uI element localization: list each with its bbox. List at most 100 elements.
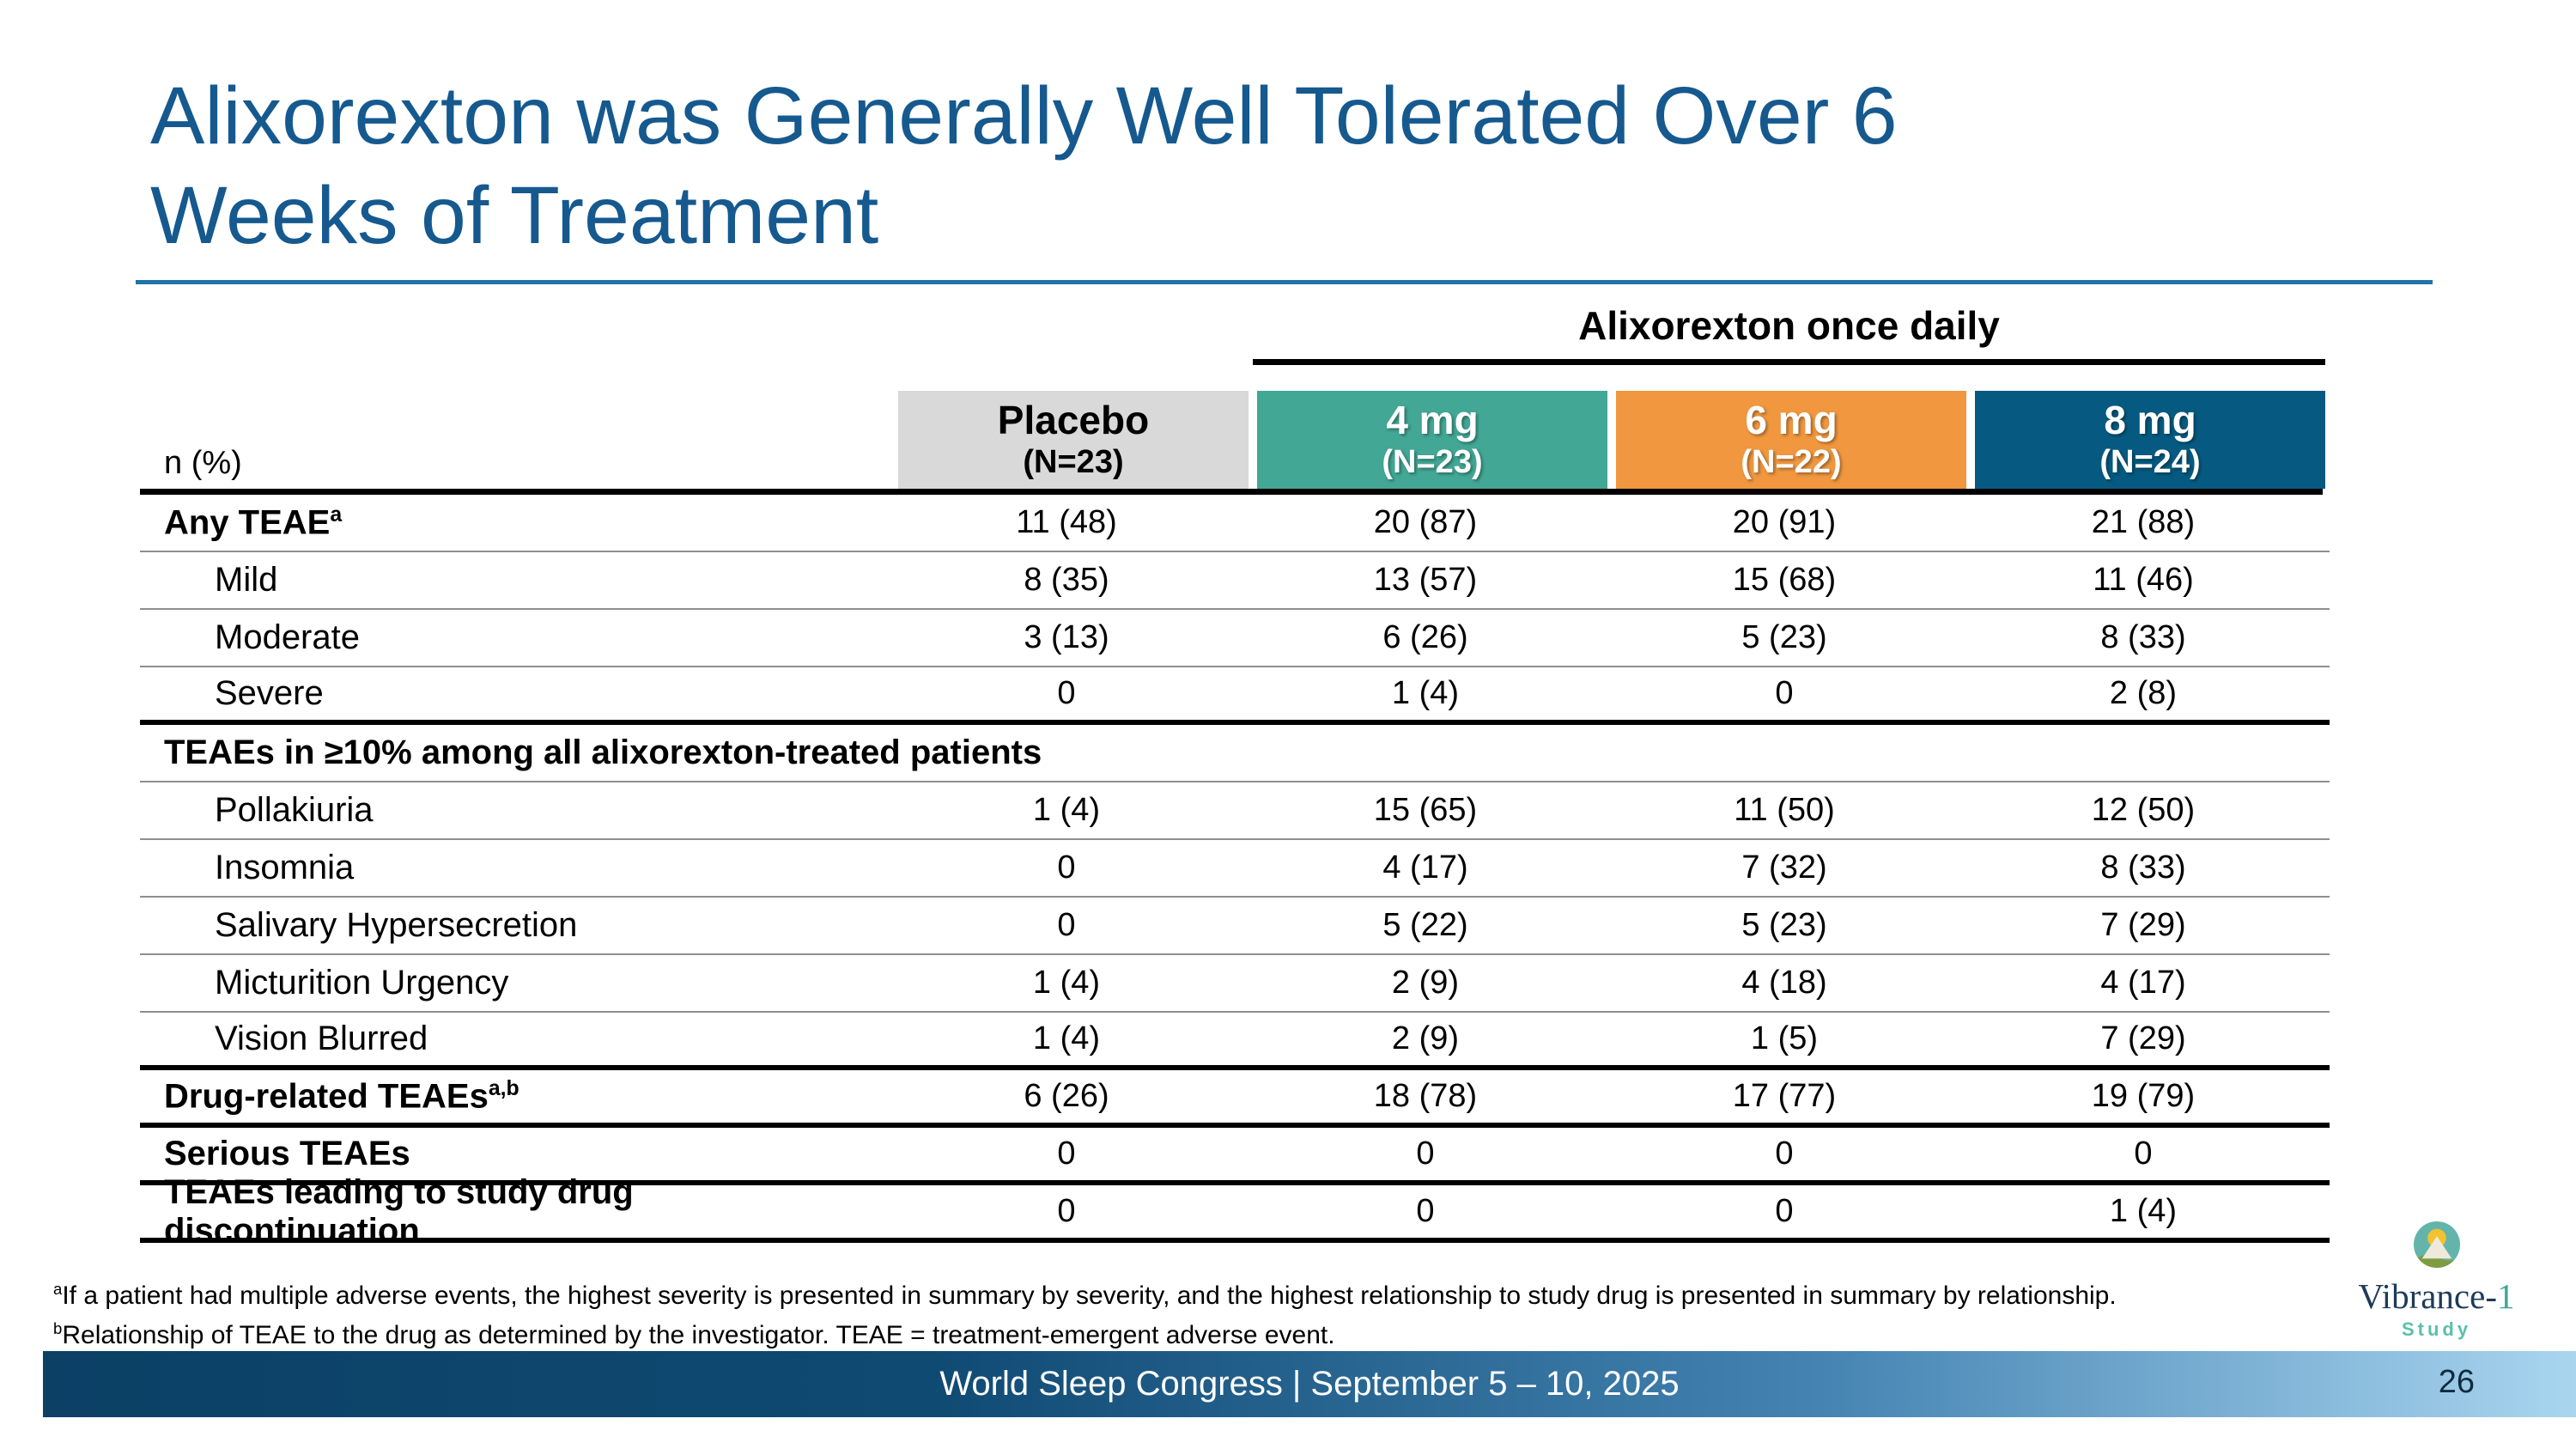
header-divider [140, 489, 2323, 495]
table-group-header: Alixorexton once daily [1578, 303, 2000, 348]
mountain-sun-icon [2413, 1221, 2460, 1268]
row-label: Severe [215, 674, 324, 712]
cell-placebo: 1 (4) [1032, 965, 1101, 1001]
page-number: 26 [2438, 1364, 2475, 1400]
column-header-label: 6 mg [1745, 397, 1838, 442]
column-header-8mg: 8 mg (N=24) [1975, 391, 2325, 489]
cell-4mg: 4 (17) [1382, 849, 1468, 886]
row-label: Insomnia [215, 849, 355, 886]
row-label: Drug-related TEAEsa,b [164, 1076, 519, 1116]
cell-4mg: 0 [1416, 1135, 1435, 1172]
row-label: Salivary Hypersecretion [215, 906, 578, 944]
footnote-b: bRelationship of TEAE to the drug as det… [53, 1319, 1335, 1349]
table-row: Vision Blurred 1 (4) 2 (9) 1 (5) 7 (29) [140, 1013, 2330, 1070]
row-label: Moderate [215, 618, 360, 656]
cell-6mg: 11 (50) [1734, 792, 1835, 828]
column-header-4mg: 4 mg (N=23) [1257, 391, 1607, 489]
table-row: Severe 0 1 (4) 0 2 (8) [140, 667, 2330, 725]
footnotes: aIf a patient had multiple adverse event… [53, 1273, 2117, 1352]
row-label: TEAEs leading to study drug discontinuat… [164, 1172, 634, 1250]
cell-placebo: 8 (35) [1024, 562, 1109, 598]
column-header-placebo: Placebo (N=23) [898, 391, 1249, 489]
cell-8mg: 8 (33) [2100, 619, 2186, 655]
cell-8mg: 1 (4) [2109, 1193, 2178, 1229]
cell-4mg: 20 (87) [1373, 504, 1478, 540]
row-label: Serious TEAEs [164, 1135, 410, 1172]
column-header-n: (N=23) [1382, 443, 1483, 480]
cell-8mg: 19 (79) [2091, 1078, 2196, 1114]
cell-placebo: 0 [1057, 907, 1076, 943]
vibrance-study-logo: Vibrance-1 Study [2353, 1221, 2520, 1341]
row-label: Vision Blurred [215, 1020, 428, 1057]
table-row: Serious TEAEs 0 0 0 0 [140, 1128, 2330, 1185]
section-label: TEAEs in ≥10% among all alixorexton-trea… [164, 734, 1042, 771]
cell-placebo: 0 [1057, 675, 1076, 711]
table-row: Pollakiuria 1 (4) 15 (65) 11 (50) 12 (50… [140, 782, 2330, 840]
cell-6mg: 15 (68) [1732, 562, 1837, 598]
column-header-label: Placebo [997, 397, 1150, 442]
table-row: Any TEAEa 11 (48) 20 (87) 20 (91) 21 (88… [140, 495, 2330, 552]
row-label: Any TEAEa [164, 502, 343, 542]
cell-8mg: 11 (46) [2093, 562, 2194, 598]
cell-4mg: 18 (78) [1373, 1078, 1478, 1114]
group-header-bracket [1253, 359, 2325, 365]
column-header-n: (N=22) [1741, 443, 1842, 480]
cell-4mg: 2 (9) [1391, 1020, 1460, 1056]
table-row: Drug-related TEAEsa,b 6 (26) 18 (78) 17 … [140, 1070, 2330, 1128]
column-header-label: 4 mg [1386, 397, 1479, 442]
footer-bar: World Sleep Congress | September 5 – 10,… [43, 1351, 2576, 1417]
cell-6mg: 0 [1775, 1135, 1794, 1172]
table-row: Salivary Hypersecretion 0 5 (22) 5 (23) … [140, 898, 2330, 955]
cell-placebo: 1 (4) [1032, 792, 1101, 828]
cell-placebo: 0 [1057, 1135, 1076, 1172]
row-label: Pollakiuria [215, 791, 374, 829]
column-header-label: 8 mg [2104, 397, 2196, 442]
cell-8mg: 2 (8) [2109, 675, 2178, 711]
row-label-header: n (%) [164, 445, 242, 481]
cell-6mg: 5 (23) [1741, 907, 1827, 943]
teae-table: Any TEAEa 11 (48) 20 (87) 20 (91) 21 (88… [140, 495, 2330, 1250]
cell-8mg: 12 (50) [2091, 792, 2196, 828]
footer-text: World Sleep Congress | September 5 – 10,… [939, 1365, 1680, 1403]
cell-8mg: 4 (17) [2100, 965, 2186, 1001]
cell-4mg: 2 (9) [1391, 965, 1460, 1001]
column-header-n: (N=23) [1023, 443, 1124, 480]
page-title: Alixorexton was Generally Well Tolerated… [150, 70, 1898, 261]
cell-8mg: 21 (88) [2091, 504, 2196, 540]
cell-6mg: 5 (23) [1741, 619, 1827, 655]
column-header-n: (N=24) [2099, 443, 2201, 480]
cell-placebo: 0 [1057, 1193, 1076, 1229]
logo-subtitle: Study [2401, 1318, 2472, 1340]
cell-4mg: 1 (4) [1391, 675, 1460, 711]
cell-6mg: 4 (18) [1741, 965, 1827, 1001]
cell-4mg: 13 (57) [1373, 562, 1478, 598]
title-divider [136, 280, 2433, 284]
cell-placebo: 6 (26) [1024, 1078, 1109, 1114]
cell-4mg: 0 [1416, 1193, 1435, 1229]
cell-8mg: 0 [2134, 1135, 2153, 1172]
table-row: Micturition Urgency 1 (4) 2 (9) 4 (18) 4… [140, 955, 2330, 1013]
cell-4mg: 5 (22) [1382, 907, 1468, 943]
table-row: TEAEs leading to study drug discontinuat… [140, 1173, 2330, 1250]
cell-placebo: 11 (48) [1016, 504, 1117, 540]
cell-6mg: 0 [1775, 675, 1794, 711]
cell-4mg: 15 (65) [1373, 792, 1478, 828]
cell-6mg: 1 (5) [1750, 1020, 1819, 1056]
cell-placebo: 0 [1057, 849, 1076, 886]
cell-8mg: 7 (29) [2100, 907, 2186, 943]
cell-6mg: 20 (91) [1732, 504, 1837, 540]
table-row: Mild 8 (35) 13 (57) 15 (68) 11 (46) [140, 552, 2330, 610]
cell-6mg: 7 (32) [1741, 849, 1827, 886]
cell-placebo: 1 (4) [1032, 1020, 1101, 1056]
cell-6mg: 17 (77) [1732, 1078, 1837, 1114]
table-row: Moderate 3 (13) 6 (26) 5 (23) 8 (33) [140, 610, 2330, 667]
cell-4mg: 6 (26) [1382, 619, 1468, 655]
row-label: Micturition Urgency [215, 964, 509, 1002]
table-section-header-row: TEAEs in ≥10% among all alixorexton-trea… [140, 725, 2330, 782]
cell-8mg: 7 (29) [2100, 1020, 2186, 1056]
cell-6mg: 0 [1775, 1193, 1794, 1229]
column-header-6mg: 6 mg (N=22) [1616, 391, 1966, 489]
cell-placebo: 3 (13) [1024, 619, 1109, 655]
table-row: Insomnia 0 4 (17) 7 (32) 8 (33) [140, 840, 2330, 898]
logo-name: Vibrance-1 [2358, 1276, 2515, 1316]
